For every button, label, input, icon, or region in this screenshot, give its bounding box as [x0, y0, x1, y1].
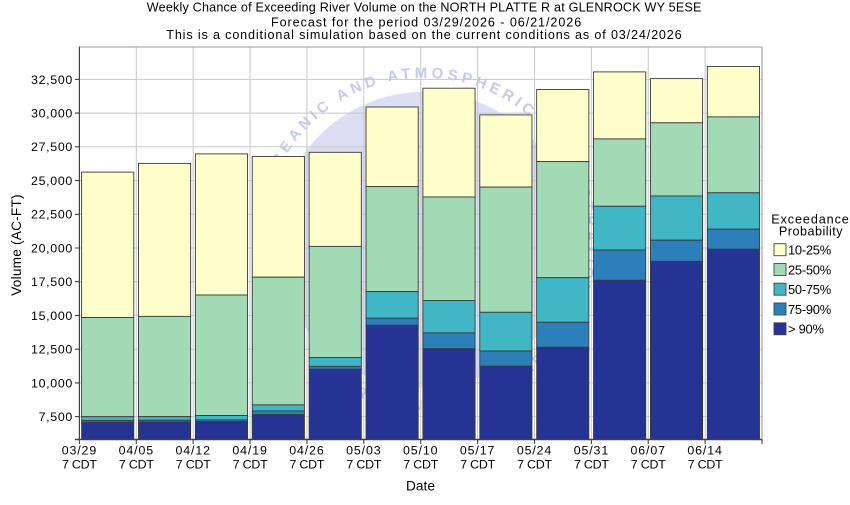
svg-text:Probability: Probability — [779, 224, 843, 238]
svg-text:15,000: 15,000 — [31, 309, 73, 323]
svg-text:7 CDT: 7 CDT — [346, 458, 381, 472]
svg-text:10,000: 10,000 — [31, 376, 73, 390]
svg-text:04/19: 04/19 — [232, 444, 267, 458]
svg-text:06/14: 06/14 — [687, 444, 722, 458]
svg-text:7 CDT: 7 CDT — [62, 458, 97, 472]
svg-text:Forecast for the period 03/29/: Forecast for the period 03/29/2026 - 06/… — [271, 15, 582, 29]
svg-text:Date: Date — [406, 479, 435, 494]
svg-text:20,000: 20,000 — [31, 241, 73, 255]
svg-text:This is a conditional simulati: This is a conditional simulation based o… — [166, 28, 682, 42]
svg-text:10-25%: 10-25% — [788, 243, 831, 258]
svg-text:7 CDT: 7 CDT — [574, 458, 609, 472]
svg-text:04/05: 04/05 — [119, 444, 154, 458]
svg-text:25-50%: 25-50% — [788, 262, 831, 277]
svg-text:7 CDT: 7 CDT — [176, 458, 211, 472]
svg-text:75-90%: 75-90% — [788, 302, 831, 317]
svg-text:7,500: 7,500 — [39, 410, 73, 424]
svg-text:Volume (AC-FT): Volume (AC-FT) — [9, 194, 24, 296]
svg-text:25,000: 25,000 — [31, 174, 73, 188]
svg-text:30,000: 30,000 — [31, 107, 73, 121]
svg-text:04/26: 04/26 — [289, 444, 324, 458]
svg-text:05/03: 05/03 — [346, 444, 381, 458]
svg-text:32,500: 32,500 — [31, 73, 73, 87]
svg-text:7 CDT: 7 CDT — [688, 458, 723, 472]
svg-text:7 CDT: 7 CDT — [631, 458, 666, 472]
svg-text:7 CDT: 7 CDT — [119, 458, 154, 472]
svg-text:22,500: 22,500 — [31, 208, 73, 222]
svg-text:Weekly Chance of Exceeding Riv: Weekly Chance of Exceeding River Volume … — [147, 1, 702, 15]
svg-text:05/10: 05/10 — [403, 444, 438, 458]
svg-text:05/17: 05/17 — [460, 444, 495, 458]
svg-text:7 CDT: 7 CDT — [403, 458, 438, 472]
svg-text:> 90%: > 90% — [788, 322, 824, 337]
svg-text:Exceedance: Exceedance — [771, 212, 849, 226]
svg-text:03/29: 03/29 — [62, 444, 97, 458]
svg-text:06/07: 06/07 — [631, 444, 666, 458]
svg-text:50-75%: 50-75% — [788, 282, 831, 297]
svg-text:7 CDT: 7 CDT — [233, 458, 268, 472]
svg-text:17,500: 17,500 — [31, 275, 73, 289]
svg-text:12,500: 12,500 — [31, 343, 73, 357]
svg-text:27,500: 27,500 — [31, 140, 73, 154]
svg-text:7 CDT: 7 CDT — [460, 458, 495, 472]
svg-text:7 CDT: 7 CDT — [517, 458, 552, 472]
svg-text:04/12: 04/12 — [176, 444, 211, 458]
svg-text:05/31: 05/31 — [574, 444, 609, 458]
svg-text:7 CDT: 7 CDT — [289, 458, 324, 472]
svg-text:05/24: 05/24 — [517, 444, 552, 458]
